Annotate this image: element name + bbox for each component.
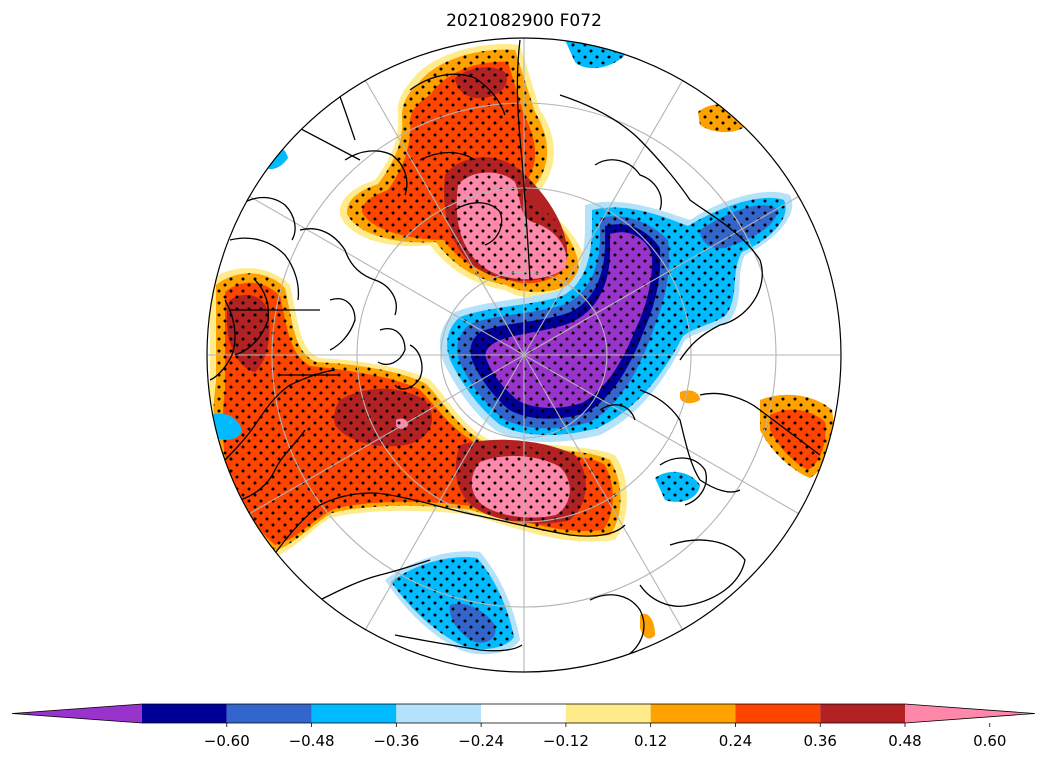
colorbar-box-5 — [565, 704, 651, 723]
negative-region-pacific — [385, 551, 520, 655]
polar-map — [207, 38, 841, 672]
colorbar-tick-label-2: −0.36 — [373, 732, 419, 750]
colorbar-tick-label-6: 0.24 — [719, 732, 752, 750]
negative-region-arctic — [439, 191, 793, 442]
colorbar-outline — [11, 703, 1036, 724]
colorbar-tick-label-9: 0.60 — [973, 732, 1006, 750]
colorbar-tick-label-1: −0.48 — [289, 732, 335, 750]
colorbar-tick-label-0: −0.60 — [204, 732, 250, 750]
colorbar-box-8 — [820, 704, 905, 723]
colorbar-box-1 — [226, 704, 312, 723]
colorbar-box-6 — [650, 704, 736, 723]
colorbar-box-0 — [142, 704, 227, 723]
positive-region-north-america — [207, 268, 627, 560]
colorbar-extend-min — [12, 704, 142, 723]
colorbar-box-2 — [311, 704, 397, 723]
minor-anomalies — [210, 39, 834, 639]
colorbar-tick-label-4: −0.12 — [543, 732, 589, 750]
colorbar-box-7 — [735, 704, 821, 723]
colorbar-tick-label-5: 0.12 — [634, 732, 667, 750]
colorbar-tick-label-8: 0.48 — [888, 732, 921, 750]
colorbar-tick-label-7: 0.36 — [804, 732, 837, 750]
map-title: 2021082900 F072 — [446, 11, 602, 31]
colorbar-extend-max — [905, 704, 1035, 723]
colorbar: −0.60 −0.48 −0.36 −0.24 −0.12 0.12 0.24 0.36 0.4… — [11, 703, 1036, 750]
colorbar-tick-label-3: −0.24 — [458, 732, 504, 750]
map-boundary — [206, 37, 842, 673]
colorbar-box-4 — [481, 704, 566, 723]
colorbar-box-3 — [396, 704, 482, 723]
positive-region-north-europe — [339, 44, 587, 299]
